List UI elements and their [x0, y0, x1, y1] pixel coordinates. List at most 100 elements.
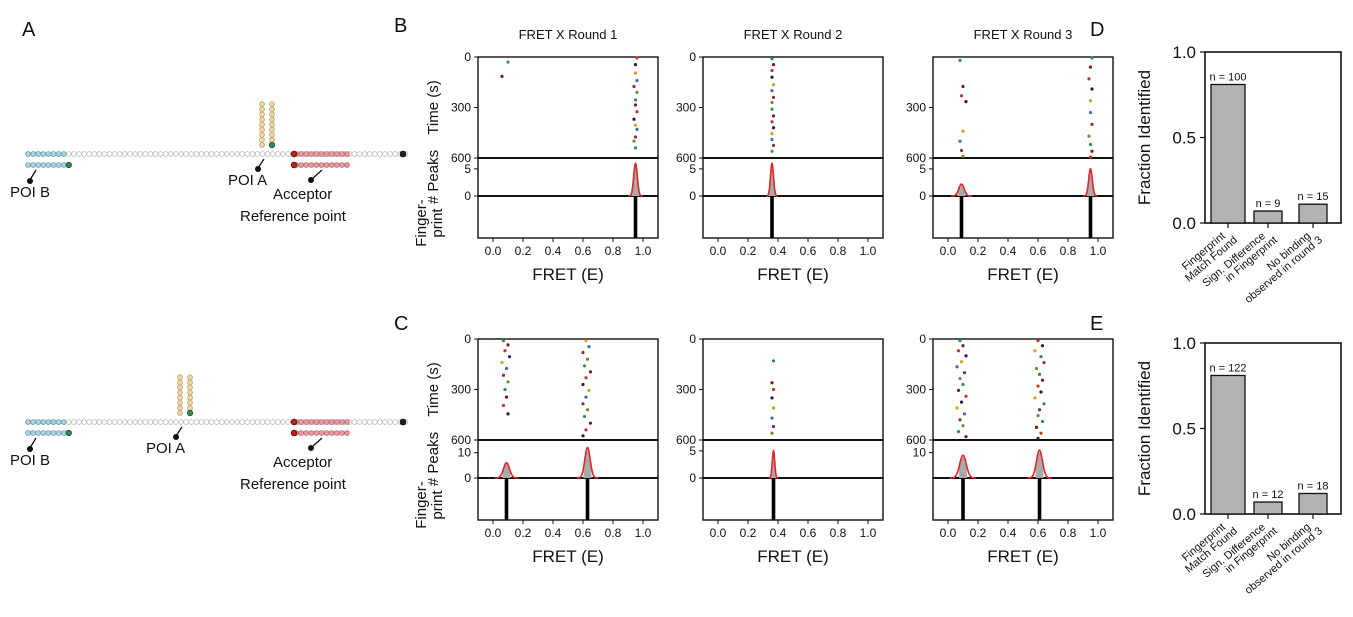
event-dot	[1040, 344, 1045, 348]
event-dot	[1090, 87, 1094, 91]
event-dot	[1039, 390, 1043, 394]
event-dot	[770, 137, 774, 142]
poi-a-bead	[269, 101, 275, 107]
x-tick-label: 0.8	[1060, 526, 1077, 540]
bar-value-label: n = 122	[1209, 362, 1246, 374]
acceptor-bead	[298, 162, 304, 168]
fingerprint-axis-label: print	[429, 208, 446, 238]
x-axis-label: FRET (E)	[532, 265, 603, 284]
backbone-bead	[71, 419, 77, 425]
peaks-tick-label: 5	[689, 162, 696, 176]
event-dot	[584, 428, 588, 432]
time-axes-box	[702, 56, 884, 159]
fingerprint-axes-box	[702, 477, 884, 521]
poi-b-bead	[25, 151, 31, 157]
event-dot	[959, 360, 964, 364]
event-dot	[503, 387, 507, 392]
event-dot	[1039, 431, 1043, 435]
backbone-bead	[152, 151, 159, 157]
dna-schematic-top: POI B POI A Acceptor Reference point	[10, 101, 409, 225]
event-dot	[770, 100, 774, 105]
green-dye-dot	[65, 161, 72, 169]
event-dot	[1037, 372, 1042, 376]
green-dye-dot	[186, 409, 194, 417]
event-dot	[587, 344, 591, 349]
x-tick-label: 0.2	[515, 526, 532, 540]
backbone-bead	[76, 419, 82, 425]
acceptor-bead	[323, 419, 330, 425]
poi-a-bead	[269, 106, 275, 113]
fingerprint-axes-box	[932, 477, 1114, 521]
x-tick-label: 1.0	[635, 526, 652, 540]
backbone-bead	[91, 151, 98, 157]
pointer-dot	[27, 178, 33, 184]
poi-a-bead	[187, 374, 193, 381]
event-dot	[501, 373, 506, 377]
event-dot	[958, 139, 962, 143]
event-dot	[1087, 134, 1091, 138]
pointer-dot	[27, 446, 33, 452]
pointer-dot	[255, 166, 261, 172]
gaussian-fit	[949, 454, 976, 479]
acceptor-bead	[339, 419, 345, 425]
poi-b-bead	[55, 430, 62, 436]
time-axes-box	[932, 338, 1114, 441]
time-tick-label: 0	[919, 332, 926, 346]
backbone-bead	[372, 151, 378, 157]
event-dot	[584, 395, 588, 399]
backbone-bead	[168, 419, 174, 425]
time-axis-label: Time (s)	[425, 362, 442, 416]
acceptor-bead	[308, 151, 315, 157]
acceptor-bead	[318, 162, 325, 168]
x-tick-label: 0.2	[515, 244, 532, 258]
event-dot	[955, 406, 959, 410]
bar-value-label: n = 100	[1209, 71, 1246, 83]
event-dot	[770, 89, 774, 93]
backbone-bead	[86, 151, 92, 157]
backbone-bead	[382, 419, 388, 425]
bar-y-axis-label: Fraction Identified	[1135, 361, 1154, 496]
acceptor-bead	[313, 151, 320, 157]
event-dot	[961, 154, 965, 158]
backbone-bead	[188, 419, 194, 425]
event-dot	[961, 344, 965, 348]
peaks-tick-label: 0	[919, 189, 926, 203]
acceptor-bead	[303, 162, 310, 168]
event-dot	[770, 381, 774, 385]
event-dot	[588, 421, 593, 425]
peaks-tick-label: 0	[689, 189, 696, 203]
backbone-bead	[219, 151, 225, 157]
backbone-bead	[127, 151, 133, 157]
backbone-bead	[285, 419, 291, 425]
backbone-bead	[106, 419, 113, 425]
event-dot	[506, 60, 510, 64]
backbone-bead	[234, 151, 240, 157]
time-tick-label: 300	[906, 383, 926, 397]
event-dot	[770, 131, 774, 136]
poi-a-bead	[187, 389, 193, 396]
event-dot	[770, 75, 774, 79]
backbone-bead	[132, 151, 138, 157]
backbone-bead	[208, 151, 215, 157]
fingerprint-axis-label: Finger-	[413, 481, 430, 529]
event-dot	[955, 365, 959, 369]
poi-b-bead	[35, 162, 42, 168]
acceptor-bead	[344, 430, 350, 436]
backbone-bead	[244, 419, 251, 425]
peaks-tick-label: 0	[689, 471, 696, 485]
backbone-bead	[203, 151, 210, 157]
red-dye-dot	[290, 161, 298, 169]
poi-b-bead	[50, 419, 57, 425]
event-dot	[581, 350, 585, 355]
backbone-bead	[137, 419, 143, 425]
event-dot	[633, 123, 638, 127]
poi-a-bead	[259, 137, 265, 143]
event-dot	[633, 135, 638, 139]
acceptor-bead	[344, 419, 350, 425]
pointer-dot	[308, 177, 314, 183]
event-dot	[962, 412, 967, 416]
bar	[1253, 210, 1283, 224]
event-dot	[770, 68, 774, 73]
